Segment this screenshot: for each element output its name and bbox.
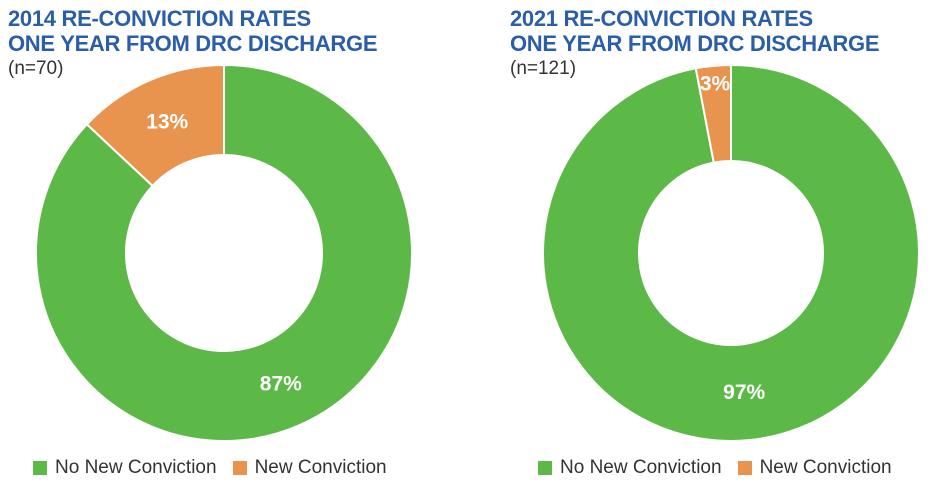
- legend-label: New Conviction: [759, 457, 892, 478]
- legend-swatch: [33, 461, 47, 475]
- slice-label-no-new-conviction: 97%: [723, 381, 765, 404]
- legend-item-no-new-conviction: No New Conviction: [538, 457, 722, 479]
- legend: No New Conviction New Conviction: [33, 457, 403, 479]
- donut-chart: 87% 13%: [35, 63, 413, 442]
- chart-title: 2021 RE-CONVICTION RATES ONE YEAR FROM D…: [510, 6, 879, 56]
- legend-item-no-new-conviction: No New Conviction: [33, 457, 217, 479]
- legend-swatch: [232, 461, 247, 475]
- chart-title-line-2: ONE YEAR FROM DRC DISCHARGE: [510, 31, 880, 56]
- legend-swatch: [538, 461, 552, 475]
- pie-slice-new-conviction: [694, 63, 732, 164]
- sample-size-label: (n=121): [510, 58, 577, 79]
- donut-chart: 97% 3%: [542, 63, 920, 442]
- pie-slice-new-conviction: [85, 63, 225, 188]
- legend-swatch: [737, 461, 752, 475]
- legend-item-new-conviction: New Conviction: [232, 457, 387, 479]
- sample-size-label: (n=70): [8, 58, 64, 79]
- pie-slice-no-new-conviction: [35, 63, 413, 442]
- chart-title: 2014 RE-CONVICTION RATES ONE YEAR FROM D…: [8, 6, 377, 56]
- legend: No New Conviction New Conviction: [538, 457, 908, 479]
- slice-label-new-conviction: 13%: [146, 110, 188, 133]
- legend-label: New Conviction: [254, 457, 387, 478]
- slice-label-no-new-conviction: 87%: [260, 373, 302, 396]
- chart-title-line-2: ONE YEAR FROM DRC DISCHARGE: [8, 31, 378, 56]
- chart-2021: 2021 RE-CONVICTION RATES ONE YEAR FROM D…: [470, 0, 940, 495]
- slice-label-new-conviction: 3%: [700, 72, 731, 95]
- chart-2014: 2014 RE-CONVICTION RATES ONE YEAR FROM D…: [8, 6, 413, 479]
- chart-title-line-1: 2021 RE-CONVICTION RATES: [510, 6, 813, 31]
- pie-slice-no-new-conviction: [542, 63, 920, 442]
- chart-title-line-1: 2014 RE-CONVICTION RATES: [8, 6, 311, 31]
- legend-label: No New Conviction: [55, 457, 217, 478]
- legend-item-new-conviction: New Conviction: [737, 457, 892, 479]
- legend-label: No New Conviction: [560, 457, 722, 478]
